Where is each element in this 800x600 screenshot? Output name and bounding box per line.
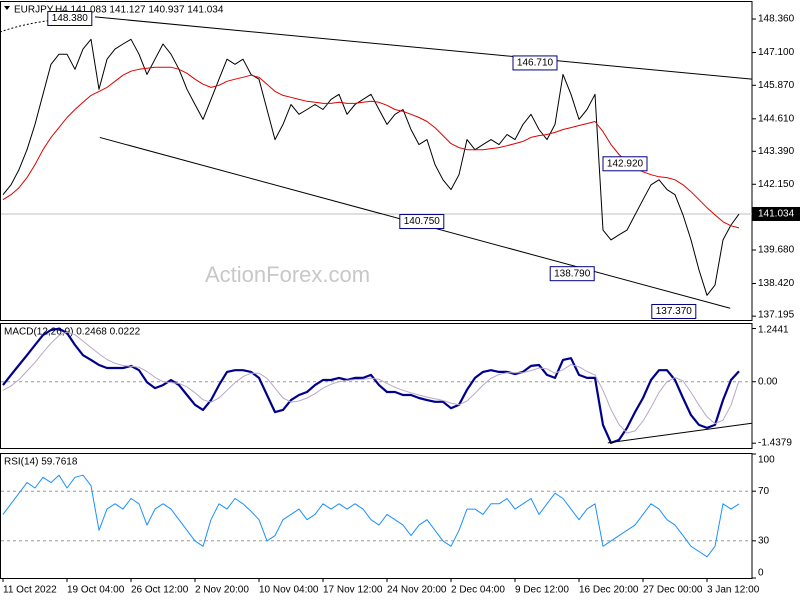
y-tick-label: 30 — [758, 535, 770, 546]
x-tick-label: 2 Dec 04:00 — [451, 585, 505, 596]
y-tick-label: -1.4379 — [758, 438, 792, 449]
series-line — [2, 66, 740, 229]
price-annotation: 137.370 — [656, 306, 693, 317]
price-annotation-box — [47, 10, 93, 26]
macd-panel — [0, 323, 753, 449]
y-tick-label: 147.100 — [758, 47, 795, 58]
y-tick-label: 143.390 — [758, 146, 795, 157]
y-tick-label: 0 — [758, 568, 764, 579]
y-tick-label: 138.420 — [758, 278, 795, 289]
y-tick-label: 144.610 — [758, 113, 795, 124]
price-annotation: 146.710 — [517, 58, 554, 69]
x-tick-label: 19 Oct 04:00 — [67, 585, 125, 596]
x-tick-label: 16 Dec 20:00 — [579, 585, 639, 596]
y-tick-label: 70 — [758, 486, 770, 497]
price-annotation: 148.380 — [52, 13, 89, 24]
rsi-panel — [0, 453, 753, 579]
series-line — [2, 331, 740, 434]
x-tick-label: 2 Nov 20:00 — [195, 585, 249, 596]
price-annotation-box — [399, 214, 445, 230]
trendline — [607, 422, 752, 444]
y-tick-label: 145.870 — [758, 80, 795, 91]
x-tick-label: 17 Nov 12:00 — [323, 585, 383, 596]
x-tick-label: 27 Dec 00:00 — [643, 585, 703, 596]
x-tick-label: 11 Oct 2022 — [3, 585, 57, 596]
y-tick-label: 1.2441 — [758, 325, 789, 336]
price-annotation-box — [512, 55, 558, 71]
y-tick-label: 137.195 — [758, 310, 795, 321]
y-tick-label: 148.360 — [758, 14, 795, 25]
y-tick-label: 142.150 — [758, 179, 795, 190]
y-tick-label: 0.00 — [758, 376, 778, 387]
price-annotation: 142.920 — [607, 158, 644, 169]
price-annotation-box — [549, 266, 595, 282]
x-tick-label: 9 Dec 12:00 — [515, 585, 569, 596]
panel-title: EURJPY,H4 141.083 141.127 140.937 141.03… — [14, 5, 224, 16]
price-annotation-box — [602, 156, 648, 172]
series-line — [2, 327, 740, 444]
x-tick-label: 3 Jan 12:00 — [707, 585, 760, 596]
series-line — [2, 38, 740, 296]
y-tick-label: 139.680 — [758, 245, 795, 256]
price-annotation: 138.790 — [554, 268, 591, 279]
last-price-label: 141.034 — [758, 209, 795, 220]
watermark: ActionForex.com — [205, 262, 370, 287]
last-price-box — [752, 206, 800, 221]
x-tick-label: 26 Oct 12:00 — [131, 585, 189, 596]
trendline — [94, 16, 752, 80]
panel-title: MACD(12,26,9) 0.2468 0.0222 — [4, 327, 141, 338]
panel-title: RSI(14) 59.7618 — [4, 457, 78, 468]
price-panel — [0, 1, 753, 321]
y-tick-label: 100 — [758, 455, 775, 466]
x-tick-label: 24 Nov 20:00 — [387, 585, 447, 596]
price-annotation: 140.750 — [404, 216, 441, 227]
price-annotation-box — [651, 303, 697, 319]
series-line — [2, 474, 740, 558]
x-tick-label: 10 Nov 04:00 — [259, 585, 319, 596]
dotted-curve — [0, 17, 93, 33]
menu-icon — [4, 6, 10, 10]
